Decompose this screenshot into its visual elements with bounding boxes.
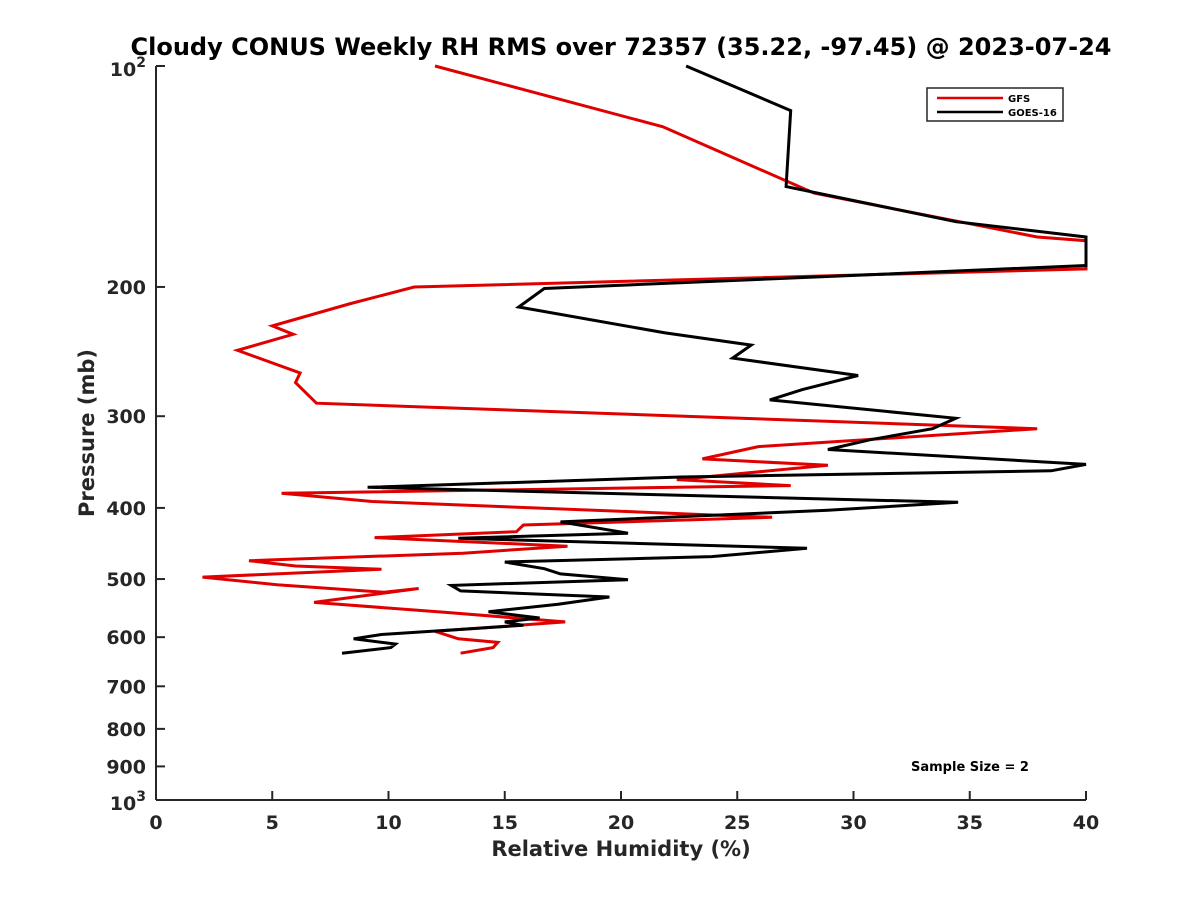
y-tick-label: 102 xyxy=(110,55,146,81)
y-tick-label: 300 xyxy=(106,406,146,428)
y-ticks: 102 200 300 400 500 600 700 800 900 103 xyxy=(106,55,165,815)
y-tick-label: 800 xyxy=(106,719,146,741)
legend-label: GOES-16 xyxy=(1008,108,1057,119)
x-tick-label: 40 xyxy=(1073,812,1099,834)
x-tick-label: 15 xyxy=(492,812,518,834)
y-tick-label: 600 xyxy=(106,627,146,649)
y-axis-label: Pressure (mb) xyxy=(75,349,99,517)
x-tick-label: 25 xyxy=(724,812,750,834)
x-tick-label: 0 xyxy=(149,812,162,834)
legend-box xyxy=(926,87,1064,122)
x-tick-label: 5 xyxy=(266,812,279,834)
y-tick-label: 500 xyxy=(106,569,146,591)
y-tick-label: 700 xyxy=(106,676,146,698)
chart-title: Cloudy CONUS Weekly RH RMS over 72357 (3… xyxy=(131,33,1112,61)
y-tick-label: 900 xyxy=(106,756,146,778)
legend: GFS GOES-16 xyxy=(926,87,1064,122)
x-ticks: 0 5 10 15 20 25 30 35 40 xyxy=(149,791,1099,834)
series-line-gfs xyxy=(202,64,1088,655)
y-tick-label: 400 xyxy=(106,498,146,520)
plot-area xyxy=(155,64,1088,801)
x-tick-label: 30 xyxy=(840,812,866,834)
series-layer xyxy=(202,64,1088,655)
x-axis-label: Relative Humidity (%) xyxy=(491,837,750,861)
y-tick-label: 103 xyxy=(110,789,146,815)
x-tick-label: 10 xyxy=(375,812,401,834)
x-tick-label: 35 xyxy=(957,812,983,834)
series-line-goes-16 xyxy=(341,64,1088,655)
legend-label: GFS xyxy=(1008,94,1030,105)
y-tick-label: 200 xyxy=(106,277,146,299)
sample-size-annotation: Sample Size = 2 xyxy=(911,760,1029,775)
x-tick-label: 20 xyxy=(608,812,634,834)
